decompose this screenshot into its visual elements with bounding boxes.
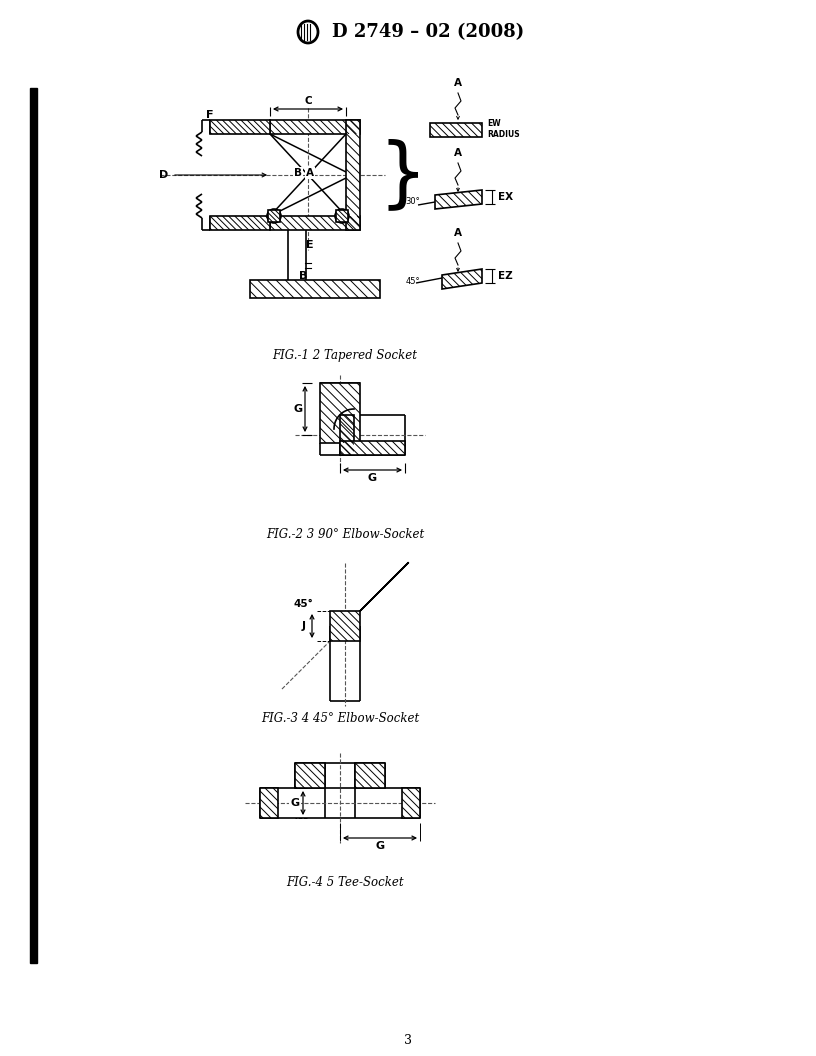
Text: }: } xyxy=(378,138,427,212)
Polygon shape xyxy=(260,788,278,818)
Text: G: G xyxy=(368,473,377,483)
Text: EW
RADIUS: EW RADIUS xyxy=(487,119,520,139)
Polygon shape xyxy=(335,563,409,637)
Polygon shape xyxy=(336,210,348,222)
Text: E: E xyxy=(306,240,314,250)
Text: C: C xyxy=(304,96,312,106)
Text: 30°: 30° xyxy=(406,196,420,206)
Polygon shape xyxy=(346,120,360,230)
Text: EX: EX xyxy=(498,192,513,202)
Text: 45°: 45° xyxy=(293,599,313,609)
Polygon shape xyxy=(270,216,360,230)
Text: D: D xyxy=(159,170,168,180)
Polygon shape xyxy=(340,415,354,455)
Text: A: A xyxy=(454,228,462,238)
Polygon shape xyxy=(442,269,482,289)
Polygon shape xyxy=(430,122,482,137)
Polygon shape xyxy=(330,611,360,641)
Text: G: G xyxy=(294,404,303,414)
Circle shape xyxy=(267,209,281,223)
Text: A: A xyxy=(454,78,462,88)
Polygon shape xyxy=(270,120,360,134)
Polygon shape xyxy=(320,383,360,444)
Text: F: F xyxy=(206,110,214,120)
Text: J: J xyxy=(302,621,306,631)
Polygon shape xyxy=(295,763,325,788)
Polygon shape xyxy=(210,120,270,134)
Text: FIG.-2 3 90° Elbow-Socket: FIG.-2 3 90° Elbow-Socket xyxy=(266,528,424,542)
Text: G: G xyxy=(290,798,299,808)
Text: EZ: EZ xyxy=(498,271,512,281)
Polygon shape xyxy=(402,788,420,818)
Bar xyxy=(30,88,37,963)
Text: D 2749 – 02 (2008): D 2749 – 02 (2008) xyxy=(332,23,524,41)
Text: A: A xyxy=(306,168,314,178)
Polygon shape xyxy=(340,441,405,455)
Polygon shape xyxy=(435,190,482,209)
Text: A: A xyxy=(454,148,462,158)
Polygon shape xyxy=(268,210,280,222)
Text: 45°: 45° xyxy=(406,277,420,285)
Text: FIG.-3 4 45° Elbow-Socket: FIG.-3 4 45° Elbow-Socket xyxy=(261,712,419,724)
Polygon shape xyxy=(250,280,380,298)
Polygon shape xyxy=(355,763,385,788)
Text: FIG.-4 5 Tee-Socket: FIG.-4 5 Tee-Socket xyxy=(286,876,404,889)
Text: FIG.-1 2 Tapered Socket: FIG.-1 2 Tapered Socket xyxy=(273,350,418,362)
Polygon shape xyxy=(210,216,270,230)
Circle shape xyxy=(335,209,349,223)
Text: B: B xyxy=(294,168,302,178)
Text: G: G xyxy=(375,841,384,851)
Text: 3: 3 xyxy=(404,1034,412,1046)
Text: B: B xyxy=(299,271,307,281)
